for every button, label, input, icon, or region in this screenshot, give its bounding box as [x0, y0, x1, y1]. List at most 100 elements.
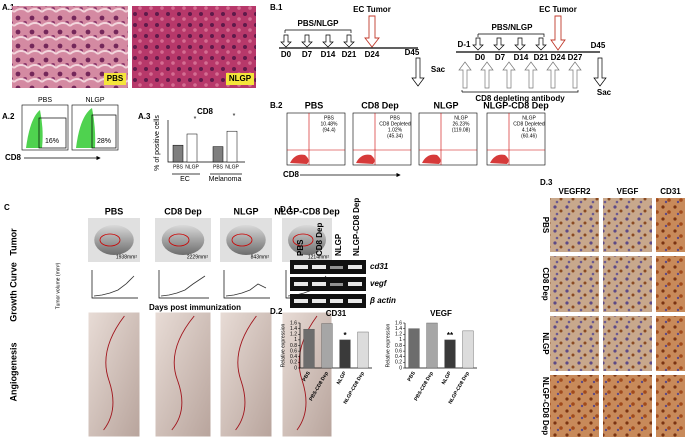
- plot-title: NLGP-CD8 Dep: [483, 100, 549, 110]
- gate-label: 10.48%: [321, 121, 339, 127]
- bar: [212, 146, 224, 163]
- x-tick-label: NLGP: [441, 370, 453, 386]
- gate-label: 26.23%: [453, 121, 471, 127]
- y-tick-label: 1: [294, 337, 297, 343]
- group-label: EC: [180, 176, 190, 183]
- gate-label: CD8 Depleted: [513, 121, 545, 127]
- column-title: CD31: [660, 187, 681, 196]
- plot-title: PBS: [305, 100, 324, 110]
- day-label: D45: [405, 48, 420, 57]
- tumor-outline: [292, 233, 314, 247]
- sac-arrow: [411, 57, 425, 87]
- day-label: D14: [514, 53, 529, 62]
- bar: [357, 331, 369, 369]
- x-tick-label: PBS: [173, 164, 184, 170]
- x-tick-label: PBS: [302, 370, 313, 382]
- y-tick-label: 1.4: [395, 326, 402, 332]
- bar: [186, 133, 198, 163]
- panel-label: B.1: [270, 3, 283, 12]
- sac-arrow: [593, 57, 607, 87]
- flow-cloud: [76, 108, 96, 148]
- ihc-image: [656, 256, 685, 312]
- flow-plot: [21, 104, 69, 151]
- row-label: PBS: [541, 217, 550, 234]
- day-label: D27: [568, 53, 583, 62]
- mouse: [94, 225, 134, 255]
- vessel: [171, 315, 195, 431]
- angiogenesis-photo: [154, 311, 212, 438]
- band-label: β actin: [369, 296, 396, 305]
- row-label: NLGP-CD8 Dep: [541, 377, 550, 435]
- y-tick-label: 1.2: [395, 332, 402, 338]
- mouse: [226, 225, 266, 255]
- growth-curve: [225, 283, 267, 297]
- gate-label: (45.34): [387, 133, 403, 139]
- percent-label: 28%: [97, 138, 111, 145]
- bar: [444, 339, 456, 369]
- gate-label: (94.4): [322, 127, 335, 133]
- chart-title: VEGF: [430, 309, 452, 318]
- y-tick-label: 0.6: [395, 348, 402, 354]
- y-tick-label: 0.2: [290, 360, 297, 366]
- panel-label: D.3: [540, 178, 553, 187]
- column-title: VEGF: [617, 187, 639, 196]
- annotation: **: [447, 331, 454, 340]
- x-tick-label: NLGP: [225, 164, 239, 170]
- ihc-grid: VEGFR2 VEGF CD31 PBS CD8 Dep NLGP NLGP-CD8 Dep: [541, 187, 685, 437]
- y-tick-label: 1.6: [290, 320, 297, 326]
- day-label: D0: [281, 50, 292, 59]
- panel-label: A.1: [2, 3, 15, 12]
- panel-label: D.1: [280, 205, 293, 214]
- growth-curve: [93, 275, 135, 297]
- flow-cloud: [290, 154, 309, 164]
- y-tick-label: 0.4: [395, 354, 402, 360]
- day-label: D21: [534, 53, 549, 62]
- axis-label: CD8: [5, 153, 22, 162]
- day-label: D14: [321, 50, 336, 59]
- percent-label: 16%: [45, 138, 59, 145]
- chart-title: CD31: [326, 309, 347, 318]
- treatment-label: PBS/NLGP: [492, 23, 534, 32]
- angiogenesis-photo: [219, 311, 273, 438]
- x-tick-label: PBS-CD8 Dep: [413, 371, 435, 402]
- tumor-outline: [99, 233, 121, 247]
- column-title: PBS: [105, 206, 124, 216]
- gate-label: (60.46): [521, 133, 537, 139]
- annotation: *: [233, 113, 236, 120]
- y-tick-label: 1.6: [395, 320, 402, 326]
- y-tick-label: 0: [399, 365, 402, 371]
- ihc-image: [603, 198, 652, 252]
- y-tick-label: 0.8: [290, 343, 297, 349]
- plot-title: NLGP: [85, 97, 104, 104]
- group-label: Melanoma: [209, 176, 242, 183]
- x-tick-label: PBS: [213, 164, 224, 170]
- x-tick-label: PBS: [407, 370, 418, 382]
- bar: [339, 339, 351, 369]
- growth-axis: [223, 270, 270, 299]
- tumor-label: EC Tumor: [353, 5, 391, 14]
- tumor-outline: [231, 233, 253, 247]
- y-axis-label: Relative expression: [280, 323, 286, 367]
- mouse: [161, 225, 205, 255]
- bar: [321, 323, 333, 369]
- bar: [462, 330, 474, 369]
- end-label: Sac: [597, 88, 612, 97]
- ihc-image: [550, 375, 599, 437]
- flow-cloud: [490, 154, 509, 164]
- ihc-image: [656, 316, 685, 371]
- image-label: PBS: [107, 74, 124, 83]
- row-label: Growth Curve: [8, 262, 18, 322]
- vessel: [103, 315, 125, 431]
- panel-label: A.2: [2, 112, 15, 121]
- tumor-size: 1214mm²: [308, 254, 329, 260]
- image-label: NLGP: [229, 74, 252, 83]
- antibody-label: CD8 depleting antibody: [475, 94, 565, 103]
- plot-title: NLGP: [433, 100, 458, 110]
- antibody-arrows: [458, 61, 582, 89]
- column-title: CD8 Dep: [164, 206, 202, 216]
- bar: [426, 322, 438, 369]
- lane-label: CD8 Dep: [315, 223, 324, 256]
- gate-label: CD8 Depleted: [379, 121, 411, 127]
- y-axis-label: % of positive cells: [154, 115, 161, 171]
- tumor-arrow: [364, 15, 380, 48]
